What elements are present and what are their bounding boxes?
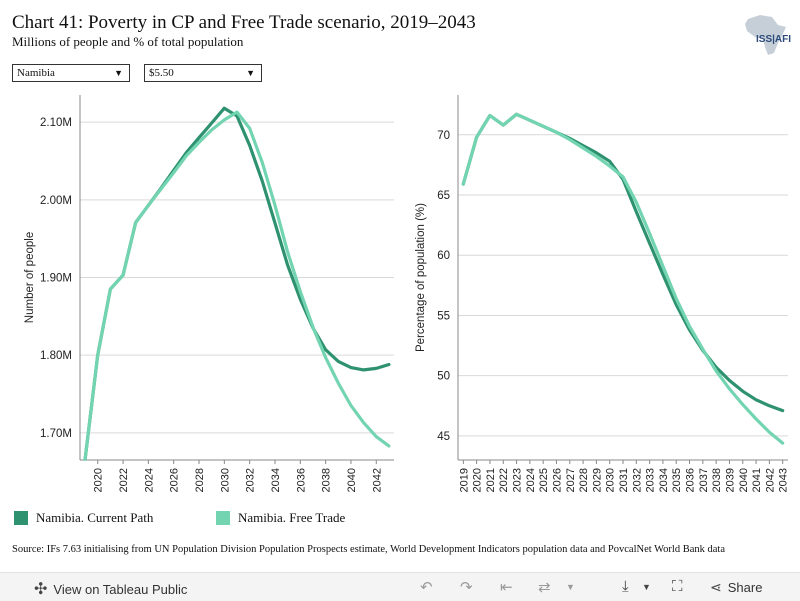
y-tick-label: 2.10M [40, 117, 72, 129]
x-tick-label: 2036 [685, 468, 697, 492]
x-tick-label: 2022 [498, 468, 510, 492]
y-tick-label: 45 [437, 431, 450, 443]
x-tick-label: 2038 [321, 468, 333, 492]
y-tick-label: 1.80M [40, 350, 72, 362]
series-line-current-path[interactable] [83, 106, 391, 461]
x-tick-label: 2030 [605, 468, 617, 492]
share-label: Share [727, 580, 763, 595]
legend-swatch-free [216, 511, 230, 525]
tableau-toolbar: ✣ View on Tableau Public ↶ ↷ ⇤ ⇄ ▼ ⤓ ▼ ⛶… [0, 572, 800, 601]
revert-icon[interactable]: ⇤ [500, 579, 513, 596]
x-tick-label: 2027 [565, 468, 577, 492]
share-icon: ⋖ [710, 579, 722, 595]
y-tick-label: 60 [437, 250, 450, 262]
series-line-free-trade[interactable] [83, 110, 391, 461]
x-tick-label: 2026 [169, 468, 181, 492]
redo-icon[interactable]: ↷ [460, 579, 473, 596]
country-dropdown-value: Namibia [17, 67, 55, 79]
x-tick-label: 2023 [512, 468, 524, 492]
y-tick-label: 70 [437, 130, 450, 142]
legend-free-trade[interactable]: Namibia. Free Trade [216, 510, 345, 526]
x-tick-label: 2043 [778, 468, 790, 492]
x-tick-label: 2026 [551, 468, 563, 492]
x-tick-label: 2035 [671, 468, 683, 492]
x-tick-label: 2042 [764, 468, 776, 492]
fullscreen-icon[interactable]: ⛶ [672, 578, 683, 595]
x-tick-label: 2039 [724, 468, 736, 492]
view-on-tableau-button[interactable]: ✣ View on Tableau Public [34, 579, 187, 599]
threshold-dropdown-value: $5.50 [149, 67, 174, 79]
x-tick-label: 2033 [645, 468, 657, 492]
chart-panel-2: 45 50 55 60 65 70 2019 2020 2021 2022 2023 2024 2025… [415, 95, 790, 492]
x-tick-label: 2024 [143, 468, 155, 492]
y-tick-label: 50 [437, 371, 450, 383]
legend-label-current: Namibia. Current Path [36, 510, 154, 525]
y-tick-label: 1.70M [40, 428, 72, 440]
x-tick-label: 2029 [591, 468, 603, 492]
chart-subtitle: Millions of people and % of total popula… [12, 34, 244, 49]
share-button[interactable]: ⋖ Share [710, 579, 762, 596]
x-tick-label: 2032 [631, 468, 643, 492]
refresh-menu-icon[interactable]: ▼ [566, 582, 575, 592]
series-line-free-trade[interactable] [461, 112, 785, 445]
logo-text: ISS|AFI [756, 34, 791, 45]
chart-title: Chart 41: Poverty in CP and Free Trade s… [12, 12, 476, 33]
download-menu-icon[interactable]: ▼ [642, 582, 651, 592]
x-tick-label: 2031 [618, 468, 630, 492]
x-tick-label: 2020 [472, 468, 484, 492]
view-on-tableau-label: View on Tableau Public [53, 581, 188, 597]
x-tick-label: 2025 [538, 468, 550, 492]
x-tick-label: 2042 [371, 468, 383, 492]
dropdown-arrow-icon: ▼ [114, 68, 123, 78]
x-tick-label: 2034 [658, 468, 670, 492]
y-axis-label: Percentage of population (%) [415, 203, 427, 352]
x-tick-label: 2024 [525, 468, 537, 492]
refresh-icon[interactable]: ⇄ [538, 579, 551, 596]
x-tick-label: 2028 [194, 468, 206, 492]
tableau-icon: ✣ [34, 581, 48, 598]
threshold-dropdown[interactable]: $5.50 ▼ [144, 64, 262, 82]
legend-current-path[interactable]: Namibia. Current Path [14, 510, 153, 526]
x-tick-label: 2021 [485, 468, 497, 492]
x-tick-label: 2037 [698, 468, 710, 492]
legend-swatch-current [14, 511, 28, 525]
x-tick-label: 2041 [751, 468, 763, 492]
y-axis-label: Number of people [24, 232, 36, 323]
source-note: Source: IFs 7.63 initialising from UN Po… [12, 544, 725, 555]
x-tick-label: 2028 [578, 468, 590, 492]
chart-panel-1: 1.70M 1.80M 1.90M 2.00M 2.10M 2020 2022 2024 202… [24, 95, 394, 492]
y-tick-label: 55 [437, 310, 450, 322]
x-tick-label: 2032 [245, 468, 257, 492]
iss-africa-logo: ISS|AFI [745, 15, 791, 55]
y-tick-label: 65 [437, 190, 450, 202]
x-tick-label: 2040 [738, 468, 750, 492]
x-tick-label: 2019 [458, 468, 470, 492]
country-dropdown[interactable]: Namibia ▼ [12, 64, 130, 82]
x-tick-label: 2030 [219, 468, 231, 492]
y-tick-label: 1.90M [40, 273, 72, 285]
dropdown-arrow-icon: ▼ [246, 68, 255, 78]
y-tick-label: 2.00M [40, 195, 72, 207]
x-tick-label: 2040 [346, 468, 358, 492]
download-icon[interactable]: ⤓ [622, 578, 629, 595]
x-tick-label: 2034 [270, 468, 282, 492]
x-tick-label: 2020 [93, 468, 105, 492]
series-line-current-path[interactable] [461, 112, 785, 413]
x-tick-label: 2022 [118, 468, 130, 492]
x-tick-label: 2036 [295, 468, 307, 492]
legend-label-free: Namibia. Free Trade [238, 510, 346, 525]
undo-icon[interactable]: ↶ [420, 579, 433, 596]
x-tick-label: 2038 [711, 468, 723, 492]
